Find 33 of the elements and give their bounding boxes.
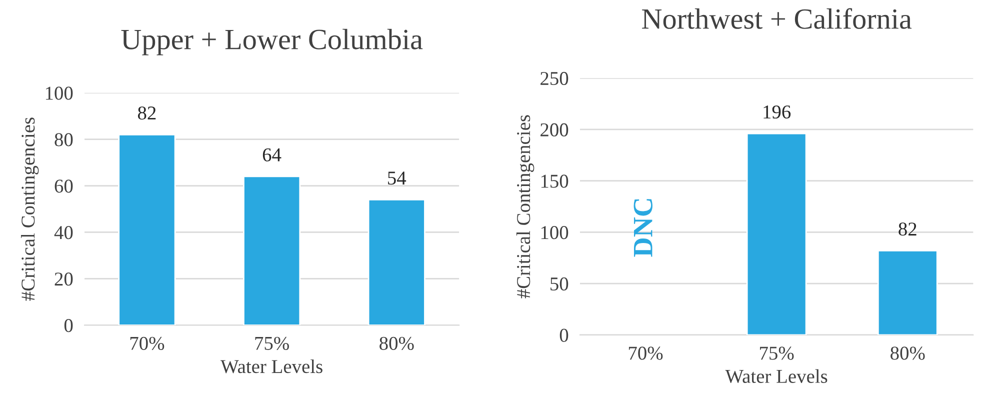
chart-title: Upper + Lower Columbia [121, 28, 423, 56]
y-tick-label: 150 [541, 174, 568, 188]
y-tick-label: 80 [54, 133, 73, 146]
annotation: DNC [634, 199, 652, 257]
y-tick-label: 0 [64, 318, 73, 332]
y-tick-label: 40 [54, 226, 73, 240]
bar [368, 199, 426, 326]
bar [243, 176, 301, 326]
x-axis-title: Water Levels [220, 359, 322, 374]
x-tick-label: 70% [130, 336, 164, 350]
data-label: 64 [262, 148, 282, 162]
y-tick-label: 20 [54, 272, 73, 286]
x-tick-label: 70% [628, 346, 663, 360]
y-tick-label: 200 [540, 123, 568, 136]
x-axis-title: Water Levels [725, 369, 828, 384]
y-tick-label: 0 [560, 328, 568, 342]
x-tick-label: 80% [380, 336, 414, 350]
y-tick-label: 100 [541, 226, 568, 240]
chart-title: Northwest + California [642, 8, 912, 29]
data-label: 82 [898, 222, 916, 236]
data-label: 196 [764, 105, 791, 119]
x-tick-label: 75% [760, 346, 794, 360]
y-tick-label: 100 [46, 86, 73, 100]
data-label: 54 [388, 172, 406, 185]
y-tick-label: 250 [540, 72, 568, 86]
y-tick-label: 50 [550, 277, 568, 291]
x-tick-label: 80% [890, 346, 925, 360]
bar [118, 134, 176, 326]
x-tick-label: 75% [255, 336, 289, 350]
y-tick-label: 60 [54, 180, 73, 193]
data-label: 82 [138, 106, 156, 120]
y-axis-title: #Critical Contingencies [516, 115, 534, 298]
y-axis-title: #Critical Contingencies [21, 118, 39, 301]
